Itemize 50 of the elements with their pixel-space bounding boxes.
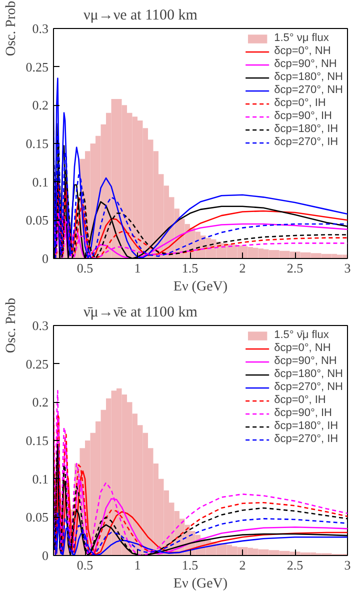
x-tick-label: 2.5 [286, 558, 304, 572]
legend-label: δcp=180°, NH [274, 71, 343, 83]
chart-title: νμ→νe at 1100 km [84, 8, 198, 24]
y-tick-label: 0.25 [26, 59, 48, 74]
x-tick-label: 1.5 [182, 558, 198, 572]
x-axis-title: Eν (GeV) [173, 280, 228, 294]
y-tick-label: 0.05 [26, 212, 48, 228]
legend-label: δcp=90°, IH [274, 110, 332, 122]
x-tick-label: 0.5 [76, 260, 94, 276]
legend-label: δcp=0°, NH [274, 45, 331, 57]
chart-title: ν̄μ→ν̄e at 1100 km [84, 304, 198, 320]
legend-label: δcp=270°, IH [274, 136, 338, 148]
y-tick-label: 0.2 [32, 98, 48, 113]
legend-label: δcp=270°, IH [274, 433, 338, 445]
x-tick-label: 2 [239, 260, 246, 276]
legend-label: δcp=270°, NH [274, 381, 343, 393]
legend-label: δcp=0°, IH [274, 97, 326, 109]
y-tick-label: 0.15 [26, 136, 48, 151]
legend-label: δcp=90°, NH [274, 58, 337, 70]
x-axis-title: Eν (GeV) [173, 576, 228, 592]
y-tick-label: 0.3 [32, 21, 48, 36]
legend-label: δcp=0°, NH [274, 342, 331, 354]
y-axis-title: Osc. Prob [4, 0, 19, 56]
x-tick-label: 2.5 [286, 260, 304, 276]
x-tick-label: 3 [344, 558, 351, 572]
y-tick-label: 0.25 [26, 356, 48, 372]
legend-label: δcp=270°, NH [274, 84, 343, 96]
x-tick-label: 0.5 [76, 558, 94, 572]
y-tick-label: 0.3 [32, 318, 48, 333]
legend-label: 1.5° ν̄μ flux [274, 329, 329, 341]
y-tick-label: 0 [42, 548, 48, 563]
legend-label: δcp=90°, NH [274, 355, 337, 367]
y-axis-title: Osc. Prob [4, 298, 19, 354]
y-tick-label: 0.05 [26, 510, 48, 525]
legend-label: δcp=90°, IH [274, 407, 332, 419]
y-tick-label: 0.1 [32, 471, 48, 486]
x-tick-label: 1 [134, 558, 141, 572]
y-tick-label: 0 [42, 251, 48, 266]
x-tick-label: 1 [134, 260, 141, 276]
x-tick-label: 1.5 [182, 260, 198, 276]
legend-label: δcp=180°, IH [274, 420, 338, 432]
legend-label: 1.5° νμ flux [274, 32, 329, 44]
y-tick-label: 0.15 [26, 433, 48, 448]
legend-label: δcp=180°, IH [274, 123, 338, 135]
x-tick-label: 2 [239, 558, 246, 572]
y-tick-label: 0.1 [32, 174, 48, 190]
legend-label: δcp=180°, NH [274, 368, 343, 380]
legend-label: δcp=0°, IH [274, 394, 326, 406]
y-tick-label: 0.2 [32, 394, 48, 410]
x-tick-label: 3 [344, 260, 351, 276]
